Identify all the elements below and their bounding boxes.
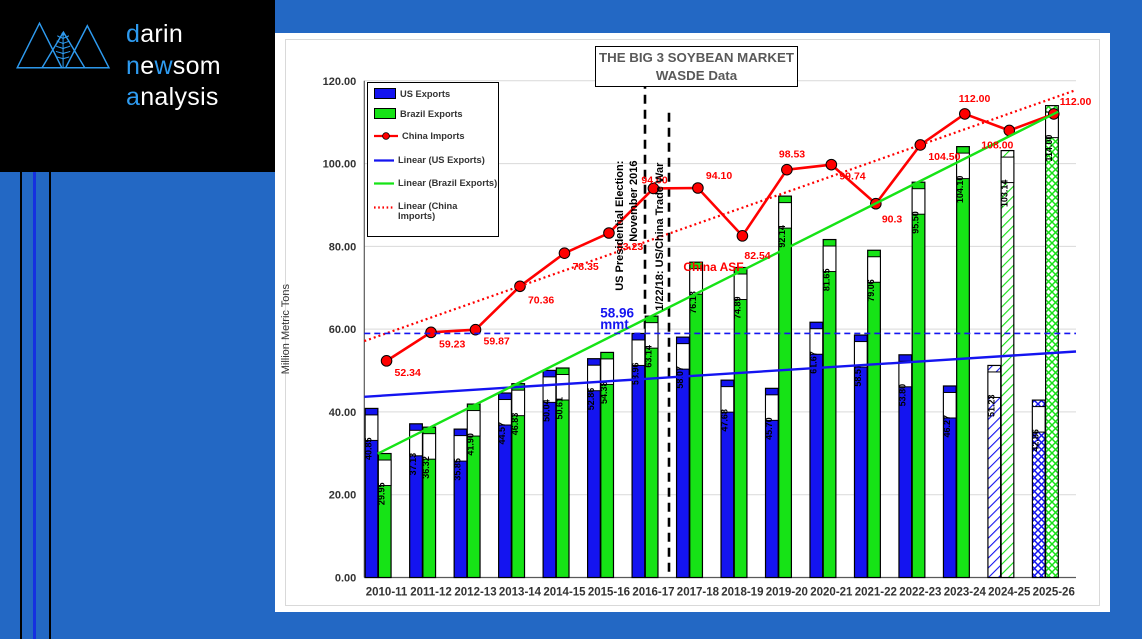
svg-text:94.10: 94.10 [706,170,732,182]
svg-text:74.89: 74.89 [733,297,743,320]
svg-text:78.35: 78.35 [572,261,598,273]
svg-text:2016-17: 2016-17 [632,587,674,599]
svg-text:2013-14: 2013-14 [499,587,542,599]
svg-text:1/22/18: US/China Trade War: 1/22/18: US/China Trade War [654,162,666,311]
svg-text:81.65: 81.65 [822,269,832,292]
svg-text:2024-25: 2024-25 [988,587,1031,599]
svg-text:37.13: 37.13 [408,453,418,476]
svg-text:40.85: 40.85 [364,437,374,460]
svg-text:40.00: 40.00 [329,407,357,419]
svg-text:50.04: 50.04 [541,399,551,422]
svg-text:20.00: 20.00 [329,490,357,502]
svg-text:46.83: 46.83 [510,413,520,436]
svg-text:112.00: 112.00 [959,93,991,105]
svg-text:98.53: 98.53 [779,149,805,161]
svg-text:112.00: 112.00 [1060,96,1092,108]
svg-text:58.57: 58.57 [853,364,863,387]
svg-text:120.00: 120.00 [323,76,357,88]
svg-text:2020-21: 2020-21 [810,587,853,599]
svg-text:US Presidential Election:: US Presidential Election: [614,161,626,291]
svg-text:53.80: 53.80 [897,384,907,407]
svg-text:59.23: 59.23 [439,338,465,350]
svg-text:54.38: 54.38 [599,381,609,404]
svg-text:Million Metric Tons: Million Metric Tons [280,284,292,375]
svg-text:60.00: 60.00 [329,324,357,336]
svg-text:36.32: 36.32 [421,456,431,479]
svg-text:2019-20: 2019-20 [766,587,808,599]
svg-text:2021-22: 2021-22 [855,587,897,599]
svg-text:mmt: mmt [600,317,629,332]
svg-text:95.50: 95.50 [911,211,921,234]
svg-text:50.61: 50.61 [555,397,565,420]
svg-text:90.3: 90.3 [882,214,903,226]
svg-text:47.68: 47.68 [719,409,729,432]
svg-text:2012-13: 2012-13 [454,587,496,599]
svg-text:2023-24: 2023-24 [944,587,987,599]
svg-text:2014-15: 2014-15 [543,587,586,599]
svg-text:35.85: 35.85 [452,458,462,481]
svg-text:44.57: 44.57 [497,422,507,445]
svg-text:2018-19: 2018-19 [721,587,763,599]
svg-text:45.70: 45.70 [764,417,774,440]
svg-text:63.14: 63.14 [644,345,654,368]
svg-text:42.86: 42.86 [1031,429,1041,452]
svg-text:104.50: 104.50 [928,151,960,163]
svg-text:52.34: 52.34 [395,367,421,379]
svg-text:2022-23: 2022-23 [899,587,941,599]
svg-text:99.74: 99.74 [839,171,865,183]
svg-text:104.10: 104.10 [955,176,965,204]
svg-text:November 2016: November 2016 [628,160,640,241]
svg-text:2010-11: 2010-11 [366,587,408,599]
svg-text:58.96: 58.96 [630,362,640,385]
svg-text:80.00: 80.00 [329,241,357,253]
svg-text:82.54: 82.54 [744,250,770,262]
svg-text:41.90: 41.90 [466,433,476,456]
svg-text:70.36: 70.36 [528,294,554,306]
svg-text:51.23: 51.23 [986,394,996,417]
svg-text:29.95: 29.95 [377,483,387,506]
svg-text:108.00: 108.00 [981,139,1013,151]
svg-text:2017-18: 2017-18 [677,587,720,599]
svg-text:61.67: 61.67 [808,351,818,374]
svg-text:114.00: 114.00 [1044,135,1054,162]
svg-text:0.00: 0.00 [335,573,356,585]
svg-text:52.86: 52.86 [586,388,596,411]
svg-text:China ASF: China ASF [683,260,743,274]
svg-text:103.14: 103.14 [999,180,1009,208]
svg-text:2025-26: 2025-26 [1033,587,1075,599]
svg-text:2015-16: 2015-16 [588,587,630,599]
svg-text:92.14: 92.14 [777,225,787,248]
svg-text:46.27: 46.27 [942,415,952,438]
svg-text:59.87: 59.87 [484,336,510,348]
svg-text:100.00: 100.00 [323,159,357,171]
svg-text:2011-12: 2011-12 [410,587,452,599]
svg-text:79.06: 79.06 [866,279,876,302]
